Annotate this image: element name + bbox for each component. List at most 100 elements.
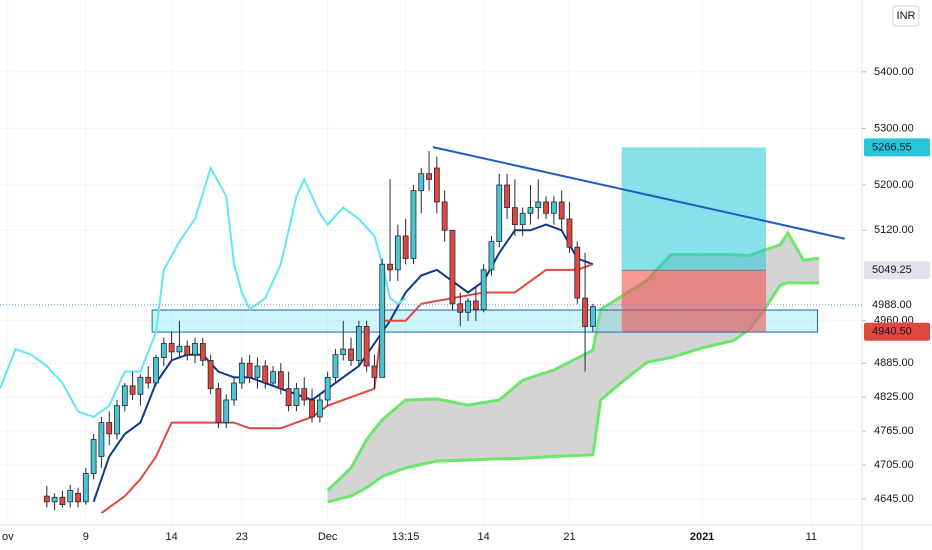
candle-body (433, 167, 440, 203)
candle-body (262, 365, 269, 384)
candle-body (67, 490, 74, 503)
candle-body (504, 184, 510, 209)
candle-body (550, 201, 557, 214)
candle-body (121, 385, 128, 407)
price-tag (864, 322, 930, 341)
currency-button[interactable] (892, 5, 920, 27)
candle-body (480, 269, 487, 310)
price-tag (864, 261, 930, 280)
candle-body (98, 422, 105, 457)
candle-body (558, 201, 565, 220)
indicator-line (92, 223, 594, 503)
candle-body (387, 263, 393, 271)
x-tick-label: 9 (83, 531, 89, 543)
candle-body (488, 241, 495, 271)
candle-body (348, 348, 354, 361)
x-tick-label: 2021 (690, 531, 714, 543)
y-tick-label: 4705.00 (874, 459, 914, 471)
candle-body (160, 342, 167, 358)
candle-body (199, 342, 206, 361)
candle-body (231, 382, 237, 401)
y-tick-label: 5200.00 (874, 179, 914, 191)
candle-body (340, 348, 347, 356)
candle-body (426, 173, 432, 180)
candle-body (363, 326, 370, 367)
candle-body (519, 212, 526, 225)
candle-body (43, 495, 50, 503)
candle-body (324, 376, 331, 401)
candle-body (215, 388, 222, 424)
candle-body (192, 342, 198, 356)
y-tick-label: 5120.00 (874, 224, 914, 236)
candle-body (238, 362, 245, 384)
price-tag (864, 138, 930, 157)
candle-body (355, 326, 362, 361)
price-tag (864, 295, 930, 314)
candle-body (75, 492, 81, 503)
x-tick-label: 14 (478, 531, 490, 543)
x-tick-label: 23 (236, 531, 248, 543)
candle-body (129, 385, 136, 395)
candle-body (589, 306, 596, 327)
y-tick-label: 4645.00 (874, 493, 914, 505)
candle-body (51, 496, 58, 503)
x-tick-label: Dec (318, 531, 338, 543)
candle-body (371, 365, 378, 378)
candle-body (457, 303, 464, 313)
candle-body (511, 207, 518, 225)
candle-body (137, 376, 144, 395)
candle-body (285, 388, 292, 407)
price-tag-label: 5266.55 (872, 141, 912, 153)
trend-line (432, 146, 846, 240)
candle-body (114, 405, 120, 435)
price-tag-label: 5049.25 (872, 264, 912, 276)
price-tag-label: 4940.50 (872, 326, 912, 338)
x-tick-label: 14 (165, 531, 177, 543)
candle-body (543, 201, 549, 214)
candle-body (106, 422, 113, 435)
candle-body (293, 388, 300, 407)
candle-body (301, 388, 308, 401)
candle-body (309, 399, 315, 418)
indicator-line (0, 165, 407, 419)
candle-body (582, 297, 588, 327)
candle-body (402, 235, 409, 259)
candle-body (441, 201, 448, 231)
candle-body (145, 376, 152, 384)
y-tick-label: 5300.00 (874, 122, 914, 134)
candle-body (246, 362, 253, 378)
x-tick-label: 13:15 (392, 531, 420, 543)
candle-body (332, 354, 339, 378)
x-tick-label: ov (2, 531, 14, 543)
candle-body (90, 439, 97, 474)
candle-body (410, 190, 417, 259)
candle-body (394, 235, 401, 271)
candle-body (277, 371, 284, 390)
candle-body (59, 496, 66, 506)
candle-body (153, 357, 159, 384)
candle-body (566, 218, 573, 248)
currency[interactable]: INR (897, 10, 916, 22)
y-tick-label: 5400.00 (874, 66, 914, 78)
candle-body (254, 365, 261, 378)
candle-body (207, 359, 214, 390)
candle-body (535, 201, 542, 209)
candle-body (168, 342, 175, 353)
candle-body (465, 300, 471, 313)
x-tick-label: 11 (806, 531, 817, 543)
candle-body (223, 399, 230, 424)
candle-body (270, 371, 276, 384)
y-tick-label: 4885.00 (874, 357, 914, 369)
cloud-line (327, 281, 820, 504)
candle-body (527, 207, 534, 214)
candle-body (574, 246, 581, 299)
candle-body (496, 184, 503, 242)
position-target (621, 147, 767, 271)
candle-body (472, 300, 479, 310)
candle-body (418, 173, 425, 192)
y-tick-label: 4825.00 (874, 391, 914, 403)
y-tick-label: 4765.00 (874, 425, 914, 437)
candle-body (379, 263, 386, 378)
